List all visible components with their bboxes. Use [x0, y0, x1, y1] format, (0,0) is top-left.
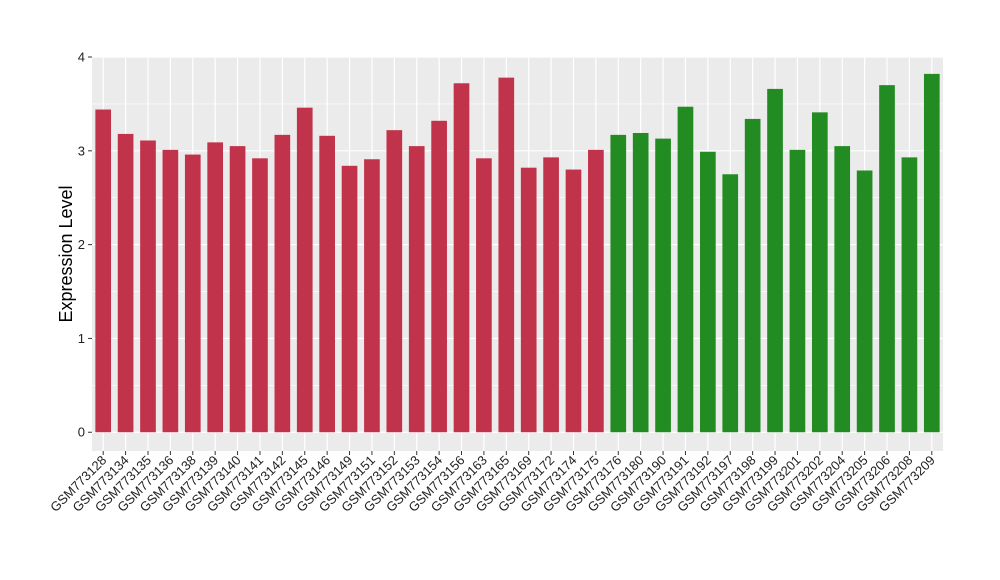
bar: [140, 140, 156, 433]
bar: [901, 157, 918, 433]
bar: [476, 158, 492, 433]
bar: [744, 118, 761, 433]
bar: [610, 134, 627, 433]
bar: [341, 165, 358, 433]
x-axis: GSM773128GSM773134GSM773135GSM773136GSM7…: [47, 451, 938, 515]
bar: [811, 112, 828, 433]
y-tick-label: 1: [78, 331, 85, 346]
bar: [453, 83, 470, 433]
bar: [252, 158, 268, 433]
y-tick-label: 2: [78, 237, 85, 252]
bar: [588, 149, 604, 433]
bar: [386, 130, 403, 433]
bar: [700, 151, 716, 433]
bar: [789, 149, 806, 433]
bar: [520, 167, 537, 433]
bar: [879, 85, 895, 433]
bar: [229, 146, 246, 433]
bar: [498, 77, 515, 433]
bar: [364, 159, 380, 433]
y-tick-label: 4: [78, 50, 85, 65]
bar: [117, 133, 134, 433]
y-axis-title: Expression Level: [56, 185, 76, 322]
bar: [274, 134, 291, 433]
bar: [296, 107, 313, 433]
y-axis: 0 1 2 3 4: [78, 50, 92, 440]
bar: [677, 106, 694, 433]
bar: [632, 132, 649, 433]
bar: [923, 73, 940, 433]
bar: [722, 174, 739, 433]
bar: [834, 146, 851, 433]
bar: [767, 88, 783, 433]
bar: [856, 170, 873, 433]
bar: [655, 138, 671, 433]
bar: [319, 135, 335, 433]
y-tick-label: 0: [78, 425, 85, 440]
y-tick-label: 3: [78, 143, 85, 158]
bar: [162, 149, 179, 433]
bar: [207, 142, 224, 433]
bar: [543, 157, 559, 433]
bar: [95, 109, 112, 433]
bars: [95, 73, 940, 433]
bar: [431, 120, 447, 433]
bar: [184, 154, 201, 433]
bar: [408, 146, 425, 433]
bar: [565, 169, 582, 433]
